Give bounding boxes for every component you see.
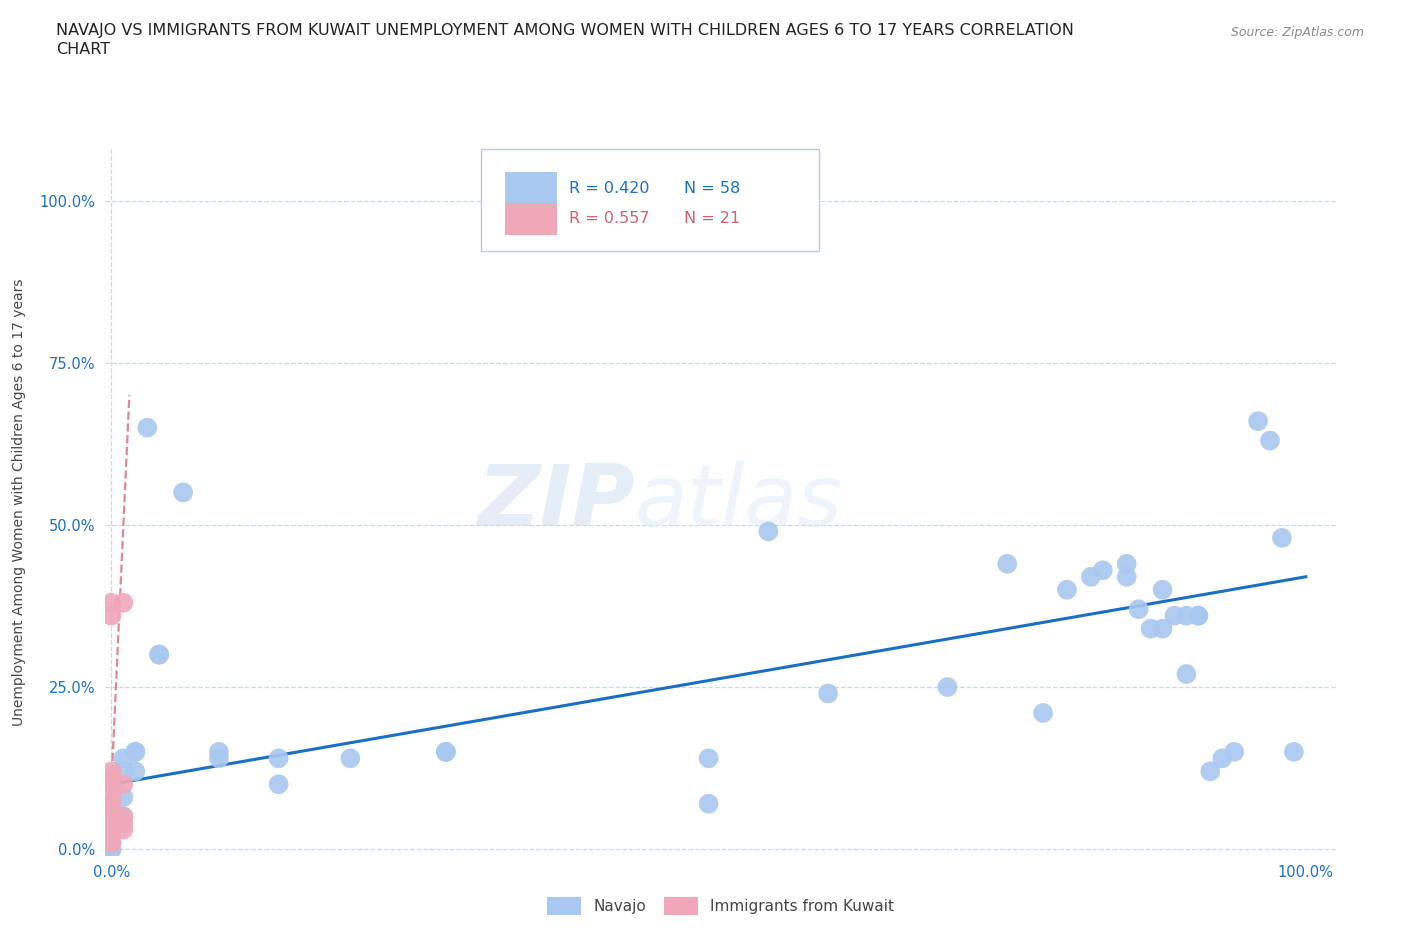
Point	[995, 556, 1018, 571]
Point	[1115, 569, 1137, 584]
Point	[100, 816, 122, 830]
Point	[1282, 744, 1305, 759]
Point	[1032, 706, 1054, 721]
Point	[1056, 582, 1078, 597]
Text: R = 0.420: R = 0.420	[569, 180, 650, 196]
Point	[1080, 569, 1102, 584]
Point	[1139, 621, 1161, 636]
Text: NAVAJO VS IMMIGRANTS FROM KUWAIT UNEMPLOYMENT AMONG WOMEN WITH CHILDREN AGES 6 T: NAVAJO VS IMMIGRANTS FROM KUWAIT UNEMPLO…	[56, 23, 1074, 38]
Point	[112, 809, 135, 824]
FancyBboxPatch shape	[481, 149, 820, 251]
Text: R = 0.557: R = 0.557	[569, 211, 650, 226]
Point	[1175, 608, 1198, 623]
Point	[172, 485, 194, 500]
Point	[100, 770, 122, 785]
Point	[100, 777, 122, 791]
Point	[112, 822, 135, 837]
Point	[936, 680, 959, 695]
Point	[100, 835, 122, 850]
Point	[112, 809, 135, 824]
Point	[1152, 582, 1174, 597]
Point	[1152, 621, 1174, 636]
Point	[112, 816, 135, 830]
FancyBboxPatch shape	[505, 203, 557, 235]
Point	[100, 822, 122, 837]
Point	[1175, 667, 1198, 682]
Point	[1271, 530, 1294, 545]
Point	[697, 796, 720, 811]
Point	[100, 809, 122, 824]
Point	[1187, 608, 1209, 623]
Point	[112, 595, 135, 610]
Point	[100, 835, 122, 850]
Point	[100, 842, 122, 857]
Point	[100, 829, 122, 844]
Point	[124, 764, 146, 778]
Point	[100, 835, 122, 850]
Point	[756, 524, 779, 538]
Text: N = 58: N = 58	[683, 180, 740, 196]
Point	[112, 809, 135, 824]
Text: ZIP: ZIP	[477, 460, 634, 544]
Point	[100, 842, 122, 857]
Point	[434, 744, 457, 759]
Point	[112, 764, 135, 778]
Point	[1115, 556, 1137, 571]
Point	[124, 744, 146, 759]
Point	[148, 647, 170, 662]
Point	[1223, 744, 1246, 759]
Point	[1211, 751, 1233, 765]
Text: atlas: atlas	[634, 460, 842, 544]
Point	[136, 420, 159, 435]
Point	[100, 790, 122, 804]
Point	[339, 751, 361, 765]
Point	[100, 842, 122, 857]
Point	[112, 777, 135, 791]
Point	[100, 822, 122, 837]
Point	[1163, 608, 1185, 623]
Point	[112, 790, 135, 804]
Point	[1187, 608, 1209, 623]
Point	[100, 809, 122, 824]
Point	[100, 777, 122, 791]
Point	[100, 595, 122, 610]
Text: N = 21: N = 21	[683, 211, 740, 226]
Point	[100, 829, 122, 844]
Point	[100, 816, 122, 830]
Point	[100, 608, 122, 623]
Point	[1247, 414, 1270, 429]
Point	[100, 803, 122, 817]
Point	[100, 835, 122, 850]
Point	[100, 796, 122, 811]
Point	[267, 751, 290, 765]
Point	[100, 829, 122, 844]
Point	[100, 829, 122, 844]
Legend: Navajo, Immigrants from Kuwait: Navajo, Immigrants from Kuwait	[547, 897, 894, 915]
Text: CHART: CHART	[56, 42, 110, 57]
Point	[1199, 764, 1222, 778]
FancyBboxPatch shape	[505, 172, 557, 205]
Point	[100, 816, 122, 830]
Point	[817, 686, 839, 701]
Text: Source: ZipAtlas.com: Source: ZipAtlas.com	[1230, 26, 1364, 39]
Point	[697, 751, 720, 765]
Point	[100, 764, 122, 778]
Y-axis label: Unemployment Among Women with Children Ages 6 to 17 years: Unemployment Among Women with Children A…	[13, 278, 25, 726]
Point	[434, 744, 457, 759]
Point	[124, 744, 146, 759]
Point	[1258, 433, 1281, 448]
Point	[112, 751, 135, 765]
Point	[1091, 563, 1114, 578]
Point	[208, 744, 231, 759]
Point	[208, 751, 231, 765]
Point	[1128, 602, 1150, 617]
Point	[267, 777, 290, 791]
Point	[148, 647, 170, 662]
